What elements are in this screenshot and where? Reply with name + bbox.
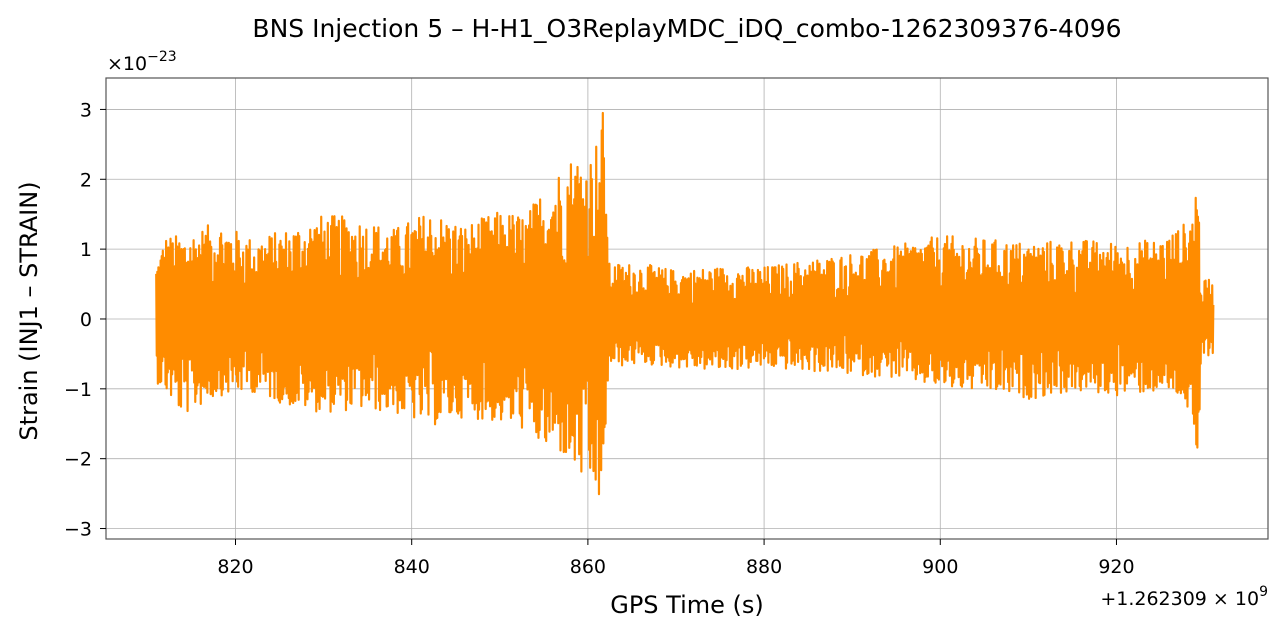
plot-frame — [105, 77, 1269, 540]
y-tick-label: 3 — [80, 99, 92, 121]
x-tick-label: 880 — [746, 556, 782, 578]
x-tick-label: 860 — [570, 556, 606, 578]
y-tick-label: −1 — [64, 379, 92, 401]
x-axis-label: GPS Time (s) — [610, 591, 764, 619]
x-axis-ticks: 820 840 860 880 900 920 — [217, 539, 1135, 578]
x-tick-label: 900 — [922, 556, 958, 578]
x-tick-label: 820 — [217, 556, 253, 578]
y-tick-label: −3 — [64, 519, 92, 541]
x-tick-label: 920 — [1098, 556, 1134, 578]
y-tick-label: 1 — [80, 239, 92, 261]
y-tick-label: 0 — [80, 309, 92, 331]
x-offset-label: +1.262309 × 109 — [1100, 584, 1268, 610]
series-layer — [155, 111, 1215, 496]
series-line — [155, 111, 1215, 496]
y-axis-label: Strain (INJ1 – STRAIN) — [15, 181, 43, 440]
x-tick-label: 840 — [394, 556, 430, 578]
y-scale-label: ×10−23 — [107, 49, 177, 75]
chart-title: BNS Injection 5 – H-H1_O3ReplayMDC_iDQ_c… — [252, 14, 1121, 43]
y-tick-label: −2 — [64, 449, 92, 471]
y-tick-label: 2 — [80, 169, 92, 191]
y-axis-ticks: −3 −2 −1 0 1 2 3 — [64, 99, 106, 541]
